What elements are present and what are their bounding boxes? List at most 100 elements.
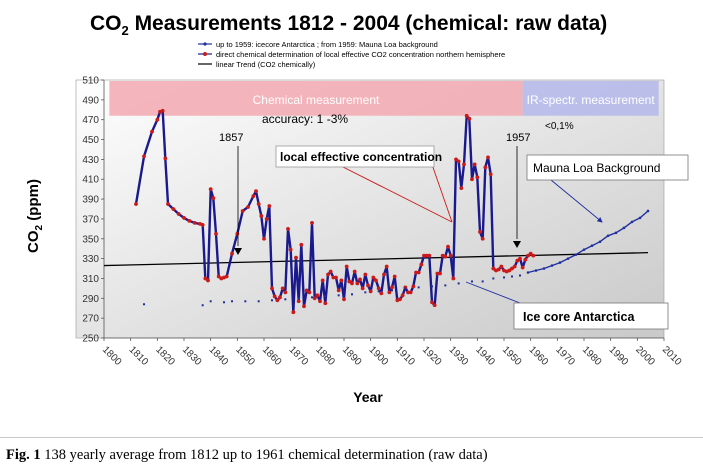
chemical-point bbox=[214, 231, 218, 236]
y-tick-label: 510 bbox=[82, 76, 99, 87]
chemical-point bbox=[342, 297, 346, 302]
chemical-point bbox=[427, 253, 432, 258]
chemical-point bbox=[512, 264, 517, 269]
local-box bbox=[275, 145, 435, 168]
chemical-point bbox=[528, 251, 533, 256]
chemical-point bbox=[320, 278, 325, 283]
chemical-point bbox=[430, 300, 434, 305]
chemical-point bbox=[272, 294, 277, 299]
chemical-point bbox=[363, 272, 368, 277]
legend-item-chemical: direct chemical determination of local e… bbox=[198, 50, 505, 59]
chemical-point bbox=[472, 162, 477, 167]
chemical-point bbox=[384, 264, 389, 269]
chemical-point bbox=[518, 256, 522, 261]
x-tick-label: 1880 bbox=[313, 344, 337, 368]
x-tick-label: 2010 bbox=[660, 344, 684, 368]
band-label-0: Chemical measurement bbox=[253, 93, 380, 107]
icecore-point bbox=[257, 300, 260, 303]
legend: up to 1959: icecore Antarctica ; from 19… bbox=[198, 40, 505, 69]
chemical-point bbox=[499, 264, 504, 269]
x-tick-label: 1950 bbox=[500, 344, 524, 368]
mauna-loa-point bbox=[638, 216, 642, 220]
y-tick-label: 370 bbox=[82, 214, 99, 225]
chemical-point bbox=[142, 154, 146, 159]
chemical-point bbox=[254, 189, 258, 194]
chemical-point bbox=[371, 275, 376, 280]
icecore-point bbox=[231, 300, 233, 303]
icecore-point bbox=[337, 294, 340, 297]
title-sub: 2 bbox=[122, 23, 129, 38]
ylabel-pre: CO bbox=[25, 230, 42, 253]
chemical-point bbox=[475, 175, 480, 180]
chemical-point bbox=[240, 209, 245, 213]
x-tick-label: 1920 bbox=[420, 344, 444, 368]
icecore-point bbox=[511, 275, 513, 278]
mauna-loa-point bbox=[534, 269, 538, 272]
mauna-loa-point bbox=[630, 220, 634, 224]
chemical-point bbox=[400, 293, 405, 298]
chemical-point bbox=[435, 271, 440, 276]
chemical-point bbox=[491, 266, 496, 271]
chemical-point bbox=[523, 257, 528, 262]
chemical-point bbox=[368, 289, 373, 294]
icecore-point bbox=[143, 303, 145, 306]
chemical-point bbox=[390, 285, 394, 290]
chemical-point bbox=[531, 253, 536, 258]
chemical-point bbox=[304, 288, 309, 293]
icecore-label: Ice core Antarctica bbox=[523, 310, 635, 324]
chemical-point bbox=[459, 186, 464, 191]
chemical-point bbox=[432, 303, 437, 308]
chemical-point bbox=[176, 212, 181, 216]
chemical-point bbox=[336, 288, 341, 293]
chemical-point bbox=[150, 129, 154, 134]
chemical-point bbox=[379, 291, 384, 296]
caption-text: 138 yearly average from 1812 up to 1961 … bbox=[40, 447, 488, 463]
arrow-1957 bbox=[513, 241, 521, 248]
y-axis-label: CO2 (ppm) bbox=[25, 179, 45, 253]
icecore-point bbox=[404, 287, 407, 290]
x-tick-label: 1900 bbox=[367, 344, 391, 368]
icecore-point bbox=[311, 296, 313, 299]
mauna-loa-point bbox=[582, 248, 586, 251]
legend-label-trend: linear Trend (CO2 chemically) bbox=[216, 60, 316, 69]
chemical-point bbox=[326, 272, 330, 277]
chemical-point bbox=[182, 216, 186, 220]
mauna-loa-point bbox=[542, 267, 546, 270]
chemical-point bbox=[424, 253, 429, 258]
chemical-point bbox=[155, 117, 160, 122]
chemical-point bbox=[256, 202, 261, 206]
chemical-point bbox=[438, 271, 442, 276]
chemical-point bbox=[200, 222, 205, 227]
chemical-point bbox=[192, 220, 197, 225]
caption-fig-label: Fig. 1 bbox=[6, 447, 41, 463]
mauna-loa-point bbox=[598, 240, 602, 244]
icecore-point bbox=[519, 274, 521, 277]
mauna-loa-line bbox=[527, 210, 649, 274]
chemical-point bbox=[286, 226, 290, 231]
y-tick-label: 290 bbox=[82, 294, 99, 305]
chemical-point bbox=[496, 267, 501, 272]
chemical-point bbox=[387, 290, 392, 295]
chemical-point bbox=[262, 236, 266, 241]
ylabel-post: (ppm) bbox=[25, 179, 42, 225]
chart-title: CO2 Measurements 1812 - 2004 (chemical: … bbox=[90, 12, 607, 38]
band-label-1: IR-spectr. measurement bbox=[527, 93, 656, 107]
chemical-point bbox=[264, 217, 269, 221]
chemical-point bbox=[288, 247, 293, 252]
x-axis-label: Year bbox=[353, 389, 383, 405]
mauna-loa-point bbox=[550, 264, 554, 267]
chemical-point bbox=[211, 196, 216, 200]
legend-item-trend: linear Trend (CO2 chemically) bbox=[198, 60, 316, 69]
chemical-point bbox=[334, 275, 338, 280]
x-tick-label: 1830 bbox=[180, 344, 204, 368]
chemical-point bbox=[483, 165, 488, 170]
icecore-point bbox=[431, 285, 433, 288]
chemical-point bbox=[216, 274, 221, 279]
icecore-point bbox=[471, 280, 473, 283]
measurement-bands: Chemical measurement IR-spectr. measureme… bbox=[109, 81, 659, 116]
x-tick-label: 1840 bbox=[207, 344, 231, 368]
band-1 bbox=[522, 81, 659, 116]
y-tick-label: 490 bbox=[82, 95, 99, 106]
y-tick-label: 470 bbox=[82, 115, 99, 126]
mauna-loa-point bbox=[646, 209, 650, 213]
